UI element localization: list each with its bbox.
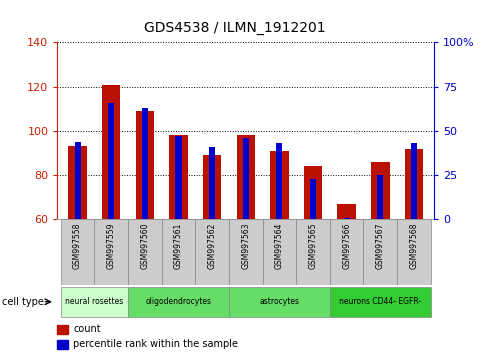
Bar <box>371 162 390 219</box>
Bar <box>61 219 94 285</box>
Text: GSM997560: GSM997560 <box>140 223 149 269</box>
Text: GSM997564: GSM997564 <box>275 223 284 269</box>
Text: neural rosettes: neural rosettes <box>65 297 124 306</box>
Bar <box>128 219 162 285</box>
Text: GSM997566: GSM997566 <box>342 223 351 269</box>
Bar <box>142 108 148 219</box>
Bar <box>243 138 249 219</box>
Bar <box>310 179 316 219</box>
Bar <box>363 219 397 285</box>
Bar <box>229 287 330 317</box>
Bar <box>209 147 215 219</box>
Bar <box>57 340 68 349</box>
Bar <box>57 325 68 334</box>
Text: count: count <box>73 324 101 334</box>
Text: GSM997561: GSM997561 <box>174 223 183 269</box>
Text: oligodendrocytes: oligodendrocytes <box>146 297 212 306</box>
Text: cell type: cell type <box>2 297 44 307</box>
Bar <box>229 219 262 285</box>
Text: GSM997562: GSM997562 <box>208 223 217 269</box>
Bar <box>237 135 255 219</box>
Bar <box>162 219 195 285</box>
Text: GSM997558: GSM997558 <box>73 223 82 269</box>
Bar <box>344 218 350 219</box>
Bar <box>128 287 229 317</box>
Bar <box>94 219 128 285</box>
Bar <box>203 155 222 219</box>
Text: percentile rank within the sample: percentile rank within the sample <box>73 339 238 349</box>
Text: neurons CD44- EGFR-: neurons CD44- EGFR- <box>339 297 422 306</box>
Bar <box>176 136 182 219</box>
Bar <box>411 143 417 219</box>
Bar <box>136 111 154 219</box>
Bar <box>377 175 383 219</box>
Text: GSM997567: GSM997567 <box>376 223 385 269</box>
Bar <box>276 143 282 219</box>
Text: GDS4538 / ILMN_1912201: GDS4538 / ILMN_1912201 <box>144 21 325 35</box>
Bar <box>304 166 322 219</box>
Bar <box>68 147 87 219</box>
Bar <box>102 85 120 219</box>
Text: GSM997568: GSM997568 <box>410 223 419 269</box>
Bar <box>262 219 296 285</box>
Bar <box>397 219 431 285</box>
Bar <box>74 142 81 219</box>
Bar <box>270 151 288 219</box>
Bar <box>169 135 188 219</box>
Text: GSM997559: GSM997559 <box>107 223 116 269</box>
Text: astrocytes: astrocytes <box>259 297 299 306</box>
Text: GSM997563: GSM997563 <box>241 223 250 269</box>
Bar <box>195 219 229 285</box>
Bar <box>405 149 423 219</box>
Bar <box>61 287 128 317</box>
Bar <box>296 219 330 285</box>
Bar <box>337 204 356 219</box>
Bar <box>330 287 431 317</box>
Bar <box>108 103 114 219</box>
Bar <box>330 219 363 285</box>
Text: GSM997565: GSM997565 <box>308 223 317 269</box>
